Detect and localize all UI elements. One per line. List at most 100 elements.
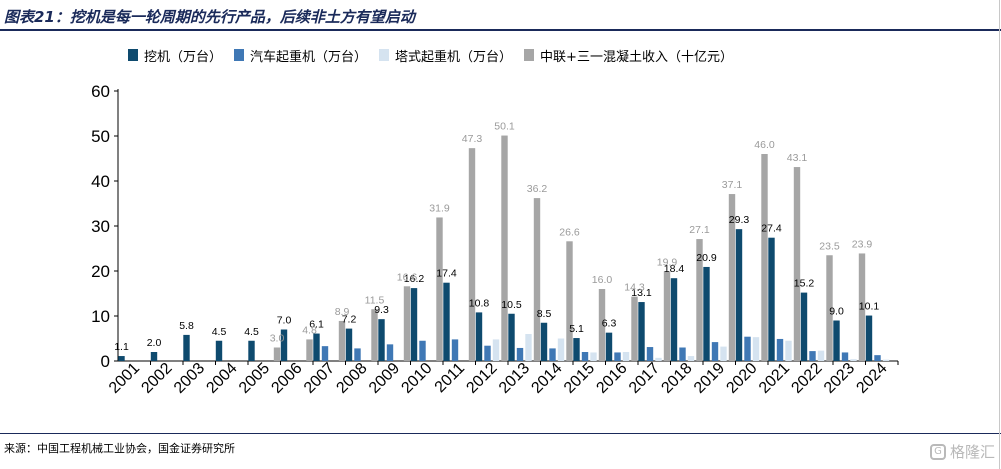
x-tick-label: 2024 bbox=[853, 360, 890, 397]
x-tick-label: 2009 bbox=[366, 360, 403, 397]
x-tick-label: 2003 bbox=[171, 360, 208, 397]
watermark-text: 格隆汇 bbox=[950, 443, 996, 461]
x-tick-label: 2005 bbox=[236, 360, 273, 397]
legend-swatch-excavator bbox=[128, 49, 138, 61]
bar bbox=[817, 350, 825, 361]
bar bbox=[646, 347, 654, 361]
bar bbox=[590, 352, 597, 361]
bar bbox=[809, 351, 816, 361]
legend-label-truck-crane: 汽车起重机（万台） bbox=[250, 49, 368, 65]
bar bbox=[403, 286, 411, 361]
data-label: 6.1 bbox=[309, 319, 324, 331]
data-label: 50.1 bbox=[494, 121, 515, 133]
y-tick-label: 40 bbox=[91, 172, 110, 191]
bar bbox=[720, 346, 727, 361]
bar bbox=[557, 338, 565, 361]
bar bbox=[501, 135, 508, 361]
data-label: 8.5 bbox=[537, 308, 552, 320]
bar bbox=[475, 312, 483, 361]
bar bbox=[386, 344, 394, 361]
legend-item-tower-crane: 塔式起重机（万台） bbox=[379, 46, 512, 65]
data-label: 8.9 bbox=[335, 306, 350, 318]
bar bbox=[622, 352, 630, 361]
title-bar: 图表21：挖机是每一轮周期的先行产品，后续非土方有望启动 bbox=[0, 0, 1001, 34]
data-label: 23.9 bbox=[852, 238, 873, 250]
bar bbox=[670, 278, 678, 361]
x-tick-label: 2016 bbox=[593, 360, 630, 397]
bar bbox=[785, 340, 792, 361]
data-label: 4.5 bbox=[244, 326, 259, 338]
x-tick-label: 2011 bbox=[432, 360, 468, 396]
bar bbox=[687, 356, 695, 361]
bar bbox=[484, 345, 491, 361]
x-tick-label: 2001 bbox=[106, 360, 143, 397]
bar bbox=[525, 334, 532, 361]
bar bbox=[598, 289, 606, 361]
bar bbox=[882, 359, 890, 361]
data-label: 15.2 bbox=[794, 278, 815, 290]
bar bbox=[549, 348, 556, 361]
legend-swatch-concrete-revenue bbox=[524, 49, 535, 61]
data-label: 4.5 bbox=[212, 326, 227, 338]
bar bbox=[215, 340, 223, 361]
bar bbox=[711, 342, 719, 361]
legend-swatch-truck-crane bbox=[234, 49, 245, 61]
x-tick-label: 2022 bbox=[788, 360, 825, 397]
bar bbox=[858, 253, 866, 361]
data-label: 31.9 bbox=[429, 202, 450, 214]
bar bbox=[313, 333, 320, 361]
legend-item-excavator: 挖机（万台） bbox=[128, 46, 222, 65]
source-divider bbox=[0, 433, 1001, 434]
bar bbox=[468, 148, 476, 361]
bar bbox=[436, 217, 443, 361]
y-tick-label: 10 bbox=[91, 307, 110, 326]
bar bbox=[573, 338, 580, 361]
bar bbox=[183, 334, 190, 361]
data-label: 27.4 bbox=[761, 223, 782, 235]
data-label: 9.0 bbox=[829, 306, 844, 318]
x-tick-label: 2006 bbox=[268, 360, 305, 397]
data-label: 17.4 bbox=[436, 268, 457, 280]
bar bbox=[451, 339, 459, 361]
data-label: 10.1 bbox=[859, 301, 880, 313]
data-label: 16.0 bbox=[592, 274, 613, 286]
y-tick-label: 60 bbox=[91, 82, 110, 101]
bar bbox=[631, 296, 638, 361]
bar bbox=[841, 352, 849, 361]
bar bbox=[566, 241, 573, 361]
bar bbox=[540, 322, 548, 361]
data-label: 43.1 bbox=[787, 152, 808, 164]
data-label: 29.3 bbox=[729, 214, 750, 226]
bar bbox=[150, 352, 158, 361]
bar bbox=[280, 329, 288, 361]
x-tick-label: 2012 bbox=[463, 360, 500, 397]
bar bbox=[728, 194, 736, 361]
x-tick-label: 2007 bbox=[301, 360, 338, 397]
x-tick-label: 2014 bbox=[528, 360, 565, 397]
bar bbox=[533, 198, 541, 361]
bar bbox=[508, 313, 515, 361]
bar bbox=[371, 309, 378, 361]
x-tick-label: 2017 bbox=[626, 360, 663, 397]
bar bbox=[321, 346, 329, 361]
bar bbox=[306, 339, 313, 361]
data-label: 10.8 bbox=[469, 297, 490, 309]
bar bbox=[826, 255, 833, 361]
frame-edge bbox=[999, 0, 1000, 469]
bar bbox=[874, 355, 881, 361]
legend-swatch-tower-crane bbox=[379, 49, 390, 61]
y-tick-label: 20 bbox=[91, 262, 110, 281]
data-label: 3.0 bbox=[270, 333, 285, 345]
bar bbox=[768, 237, 775, 361]
bar bbox=[655, 357, 662, 361]
data-label: 19.9 bbox=[657, 256, 678, 268]
x-tick-label: 2023 bbox=[821, 360, 858, 397]
watermark: G 格隆汇 bbox=[930, 441, 995, 462]
bar bbox=[443, 282, 450, 361]
data-label: 18.4 bbox=[664, 263, 685, 275]
data-label: 2.0 bbox=[147, 337, 162, 349]
legend-label-concrete-revenue: 中联+三一混凝土收入（十亿元） bbox=[540, 49, 733, 65]
chart-title: 图表21：挖机是每一轮周期的先行产品，后续非土方有望启动 bbox=[4, 8, 415, 26]
data-label: 46.0 bbox=[754, 139, 775, 151]
